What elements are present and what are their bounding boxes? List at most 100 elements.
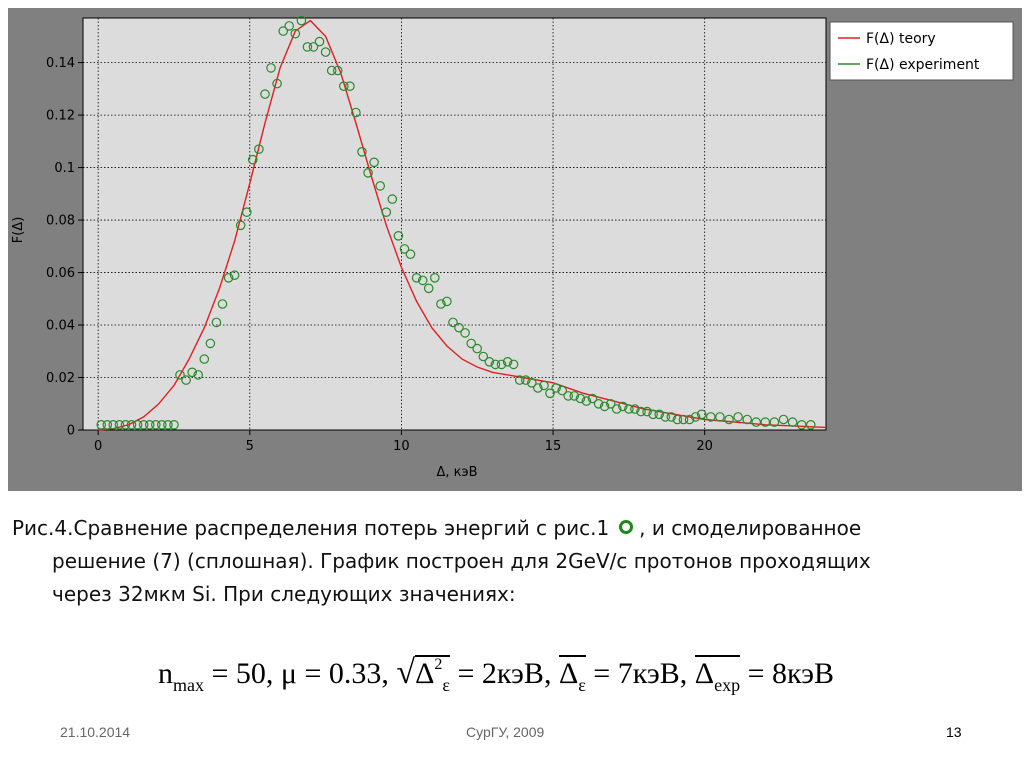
data-point-experiment bbox=[569, 391, 580, 401]
data-point-experiment bbox=[387, 194, 398, 204]
data-point-experiment bbox=[272, 78, 282, 89]
parameters-formula: nmax = 50, μ = 0.33, √Δ2ε = 2кэВ, Δε = 7… bbox=[158, 654, 834, 696]
y-tick-label: 0.06 bbox=[46, 266, 75, 281]
data-point-experiment bbox=[593, 398, 604, 409]
data-point-experiment bbox=[460, 328, 470, 338]
data-point-experiment bbox=[181, 375, 191, 385]
data-point-experiment bbox=[545, 388, 555, 399]
data-point-experiment bbox=[345, 81, 355, 91]
x-tick-label: 0 bbox=[94, 439, 102, 454]
data-point-experiment bbox=[742, 414, 752, 425]
data-point-experiment bbox=[357, 147, 367, 157]
data-point-experiment bbox=[684, 414, 695, 425]
caption-line-1-text: Рис.4.Сравнение распределения потерь эне… bbox=[12, 516, 610, 540]
data-point-experiment bbox=[778, 414, 789, 425]
legend-label-theory: F(Δ) teory bbox=[866, 31, 936, 47]
data-point-experiment bbox=[163, 419, 173, 430]
data-point-experiment bbox=[526, 377, 537, 388]
y-tick-label: 0.14 bbox=[46, 56, 75, 71]
data-point-experiment bbox=[381, 207, 392, 217]
data-point-experiment bbox=[630, 404, 640, 414]
data-point-experiment bbox=[448, 317, 458, 328]
formula-delta1: Δ bbox=[415, 655, 435, 690]
data-point-experiment bbox=[175, 370, 185, 380]
formula-eq3: = 7кэВ, bbox=[585, 657, 695, 690]
data-point-experiment bbox=[199, 354, 210, 364]
caption-line-3: через 32мкм Si. При следующих значениях: bbox=[52, 582, 516, 606]
formula-delta2-sym: Δ bbox=[558, 657, 579, 690]
data-point-experiment bbox=[760, 417, 771, 427]
caption-line-1: Рис.4.Сравнение распределения потерь эне… bbox=[12, 512, 1002, 545]
data-point-experiment bbox=[369, 157, 379, 168]
legend-box bbox=[829, 21, 1014, 81]
data-point-experiment bbox=[696, 409, 707, 420]
data-point-experiment bbox=[338, 81, 349, 91]
data-point-experiment bbox=[751, 417, 761, 427]
circle-marker-icon bbox=[619, 520, 634, 534]
plot-area: 0 5 10 15 20 0 0.02 0.04 0.06 0.08 0.1 0.12 0.14 bbox=[46, 15, 827, 454]
chart-figure: 0 5 10 15 20 0 0.02 0.04 0.06 0.08 0.1 0.12 0.14 F(Δ… bbox=[8, 8, 1022, 491]
data-point-experiment bbox=[648, 409, 658, 420]
data-point-experiment bbox=[157, 419, 167, 430]
data-point-experiment bbox=[575, 393, 586, 404]
data-point-experiment bbox=[332, 65, 343, 76]
data-point-experiment bbox=[326, 65, 337, 76]
data-point-experiment bbox=[672, 414, 683, 425]
data-point-experiment bbox=[805, 419, 816, 430]
formula-sqrt-body: Δ2 ε bbox=[415, 655, 450, 695]
caption-line-1-tail: , и смоделированное bbox=[639, 516, 862, 540]
data-point-experiment bbox=[308, 42, 319, 52]
data-point-experiment bbox=[636, 406, 646, 417]
data-point-experiment bbox=[466, 338, 476, 349]
data-point-experiment bbox=[429, 272, 440, 283]
formula-sqrt: √ bbox=[396, 654, 416, 691]
data-point-experiment bbox=[490, 359, 501, 370]
data-point-experiment bbox=[533, 383, 543, 393]
series-line-theory bbox=[98, 19, 827, 431]
formula-n-sub: max bbox=[173, 675, 204, 695]
plot-frame bbox=[82, 17, 827, 431]
data-point-experiment bbox=[611, 404, 622, 414]
data-point-experiment bbox=[254, 144, 264, 154]
formula-delta1-sup: 2 bbox=[434, 656, 443, 673]
data-point-experiment bbox=[454, 322, 464, 333]
data-point-experiment bbox=[193, 370, 203, 380]
footer-date: 21.10.2014 bbox=[60, 724, 131, 740]
data-point-experiment bbox=[587, 393, 598, 404]
data-point-experiment bbox=[296, 15, 307, 26]
y-tick-label: 0.12 bbox=[46, 109, 75, 124]
data-point-experiment bbox=[144, 419, 155, 430]
formula-eq1: = 50, μ = 0.33, bbox=[204, 657, 397, 690]
data-point-experiment bbox=[769, 417, 780, 427]
y-tick-label: 0.08 bbox=[46, 214, 75, 229]
data-point-experiment bbox=[405, 249, 416, 259]
data-point-experiment bbox=[223, 272, 234, 283]
data-point-experiment bbox=[660, 412, 671, 422]
data-point-experiment bbox=[108, 419, 119, 430]
x-axis-label: Δ, кэВ bbox=[436, 465, 477, 480]
formula-n: n bbox=[158, 657, 173, 690]
data-point-experiment bbox=[393, 231, 404, 241]
data-point-experiment bbox=[539, 380, 549, 391]
data-point-experiment bbox=[411, 272, 422, 283]
data-point-experiment bbox=[502, 356, 513, 367]
data-point-experiment bbox=[796, 419, 807, 430]
x-tick-label: 20 bbox=[696, 439, 713, 454]
formula-delta3-sym: Δ bbox=[694, 657, 715, 690]
footer-page-number: 13 bbox=[946, 724, 962, 740]
data-point-experiment bbox=[242, 207, 252, 217]
data-point-experiment bbox=[138, 419, 149, 430]
x-tick-label: 10 bbox=[393, 439, 410, 454]
data-point-experiment bbox=[114, 419, 125, 430]
data-point-experiment bbox=[314, 36, 325, 47]
data-point-experiment bbox=[478, 351, 489, 362]
y-tick-label: 0.02 bbox=[46, 371, 75, 386]
y-tick-label: 0 bbox=[67, 424, 75, 439]
legend-label-experiment: F(Δ) experiment bbox=[866, 57, 980, 73]
data-point-experiment bbox=[642, 406, 652, 417]
data-point-experiment bbox=[151, 419, 161, 430]
data-point-experiment bbox=[399, 244, 410, 254]
data-point-experiment bbox=[617, 401, 628, 412]
formula-eq4: = 8кэВ bbox=[740, 657, 835, 690]
x-tick-label: 5 bbox=[246, 439, 254, 454]
